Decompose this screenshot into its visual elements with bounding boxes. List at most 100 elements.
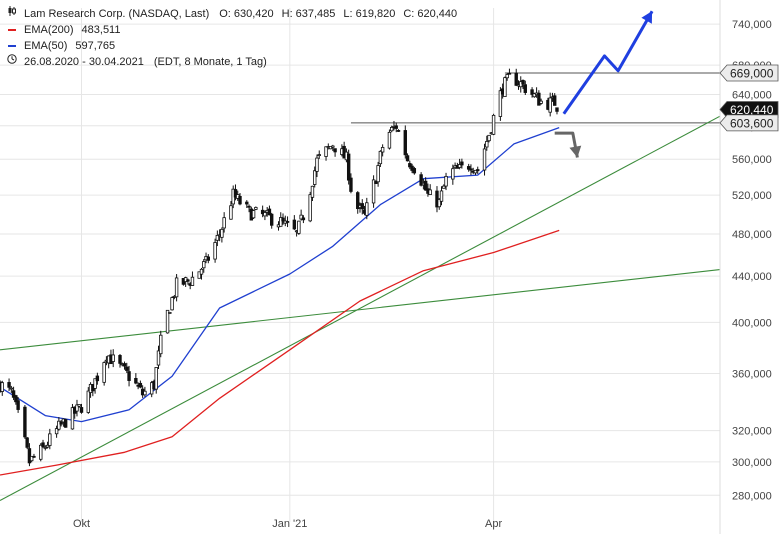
trend-line [0, 269, 721, 351]
chart-legend: Lam Research Corp. (NASDAQ, Last) O: 630… [6, 6, 457, 70]
ema200-line [0, 229, 560, 476]
candle-body [45, 444, 50, 448]
price-axis: 280,000 300,000 320,000 360,000 400,000 440,0… [73, 0, 772, 534]
candle-body [43, 446, 47, 449]
candle-body [154, 367, 158, 390]
candle [202, 259, 206, 273]
candle [233, 184, 238, 201]
candle-body [451, 168, 455, 180]
candle [317, 150, 321, 159]
candle-body [111, 354, 115, 362]
candle-body [125, 366, 129, 371]
candle-body [485, 141, 489, 148]
candle [45, 441, 50, 449]
candle [503, 76, 507, 97]
candle [498, 87, 503, 121]
ema-lines [0, 126, 560, 476]
level-badge-603-text: 603,600 [730, 116, 774, 130]
ema200-swatch [8, 29, 16, 31]
candlestick-icon [6, 6, 18, 22]
grid-lines [0, 8, 720, 522]
candle-body [77, 404, 81, 407]
candle-body [292, 219, 297, 230]
candle-body [299, 214, 303, 220]
candle [444, 172, 448, 191]
candle-body [365, 202, 369, 216]
candle-body [387, 131, 392, 149]
candle [285, 216, 290, 228]
candle [269, 212, 274, 229]
candle-body [378, 150, 383, 165]
candle-body [269, 213, 274, 226]
candle [0, 380, 4, 396]
candle [519, 76, 523, 93]
candle-body [444, 175, 448, 187]
candle-body [16, 400, 20, 410]
candle [7, 378, 11, 392]
candle-body [279, 217, 283, 227]
candle [403, 125, 407, 159]
candle-body [251, 210, 256, 219]
candle [54, 425, 59, 438]
candle [25, 436, 29, 450]
candle-body [519, 81, 523, 88]
candle [376, 161, 380, 187]
candle-body [48, 433, 52, 446]
candle-body [530, 89, 534, 95]
candle [86, 387, 91, 414]
candle [365, 197, 369, 220]
candle [197, 271, 201, 279]
ema200-value: 483,511 [81, 24, 121, 36]
ohlc-close-label: C: [403, 8, 415, 20]
trend-lines [0, 115, 721, 502]
candle [301, 215, 306, 224]
candle-body [356, 192, 360, 210]
candle [279, 212, 283, 227]
x-tick-label: Jan '21 [272, 518, 307, 530]
candle [491, 113, 496, 136]
candle-body [487, 134, 491, 142]
candle [553, 93, 557, 106]
candle [324, 146, 328, 161]
candle [466, 163, 471, 172]
candle-body [63, 419, 68, 428]
candle-body [503, 77, 507, 97]
candle-body [507, 72, 512, 75]
candle-body [473, 169, 478, 174]
candle-body [419, 174, 423, 186]
candle [48, 428, 52, 450]
candle-body [134, 378, 138, 384]
x-tick-label: Okt [73, 518, 90, 530]
candle [412, 166, 417, 175]
projection-up-arrowhead [641, 11, 653, 24]
candle-body [254, 207, 258, 210]
legend-ema200-row: EMA(200) 483,511 [6, 22, 457, 38]
candle-body [220, 228, 224, 238]
clock-icon [6, 54, 18, 70]
candle-body [553, 95, 557, 106]
ohlc-open-value: 630,420 [233, 8, 274, 20]
y-tick-label: 640,000 [732, 89, 772, 101]
candle-body [324, 146, 328, 157]
candle-body [245, 201, 249, 205]
last-price-badge-text: 620,440 [730, 103, 774, 117]
level-badge-669-bg [719, 64, 779, 82]
y-tick-label: 480,000 [732, 229, 772, 241]
candle-body [537, 92, 541, 106]
candle [439, 186, 444, 206]
candle-body [75, 404, 79, 412]
candle [70, 403, 75, 430]
level-badge-669: 669,000 [719, 64, 779, 82]
candle-body [349, 177, 353, 192]
candle-body [405, 155, 410, 162]
candle [267, 205, 272, 216]
candle-body [437, 199, 441, 208]
candle [476, 166, 480, 174]
candle-body [548, 97, 552, 113]
legend-symbol-row: Lam Research Corp. (NASDAQ, Last) O: 630… [6, 6, 457, 22]
candle [469, 164, 473, 176]
candle-body [156, 350, 161, 366]
candle-body [439, 190, 444, 202]
candle-body [315, 157, 319, 172]
candle [165, 309, 170, 334]
